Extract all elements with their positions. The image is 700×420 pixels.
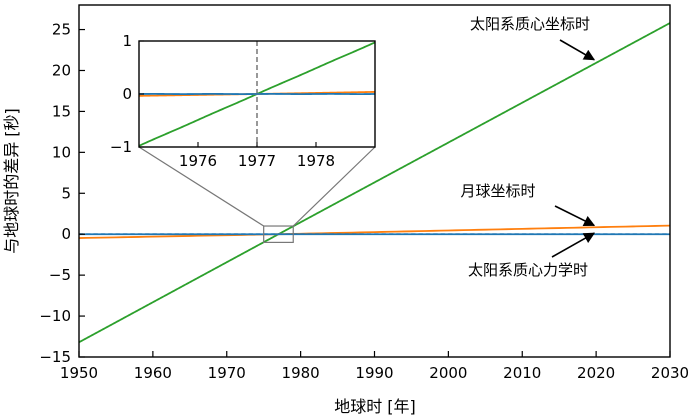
annotation-label-tcb: 太阳系质心坐标时: [470, 15, 590, 33]
y-tick-label: 5: [61, 184, 71, 202]
x-tick-label: 2000: [429, 364, 467, 382]
zoom-connector-right: [292, 146, 376, 227]
inset-x-tick-label: 1976: [179, 152, 217, 170]
y-tick-label: 0: [61, 225, 71, 243]
x-tick-label: 1990: [355, 364, 393, 382]
inset-series-group: [139, 41, 375, 147]
zoom-box-group: [138, 146, 376, 243]
inset-x-tick-label: 1977: [238, 152, 276, 170]
inset-y-tick-label: 1: [122, 32, 132, 50]
annotation-arrow-tdb: [551, 232, 596, 258]
zoom-connector-left: [138, 146, 265, 227]
annotation-label-tdb: 太阳系质心力学时: [468, 261, 588, 279]
x-tick-label: 1970: [208, 364, 246, 382]
x-tick-label: 1980: [282, 364, 320, 382]
series-line-tcb: [79, 22, 670, 344]
main-series-group: [79, 22, 670, 344]
inset-chart: [138, 40, 376, 148]
x-tick-label: 2030: [651, 364, 689, 382]
y-tick-label: −5: [49, 266, 71, 284]
y-axis-title: 与地球时的差异 [秒]: [2, 108, 21, 254]
inset-x-tick-label: 1978: [297, 152, 335, 170]
y-tick-label: 15: [52, 102, 71, 120]
x-tick-label: 2020: [577, 364, 615, 382]
annotation-arrow-tcb: [559, 39, 596, 61]
x-axis-title: 地球时 [年]: [334, 397, 416, 416]
x-tick-label: 1960: [134, 364, 172, 382]
series-line-tcg: [79, 224, 670, 239]
x-tick-label: 2010: [503, 364, 541, 382]
annotation-label-tcg: 月球坐标时: [460, 182, 535, 200]
inset-y-tick-label: −1: [110, 138, 132, 156]
y-tick-label: −10: [39, 307, 71, 325]
axis-ticks: 1950 1960 1970 1980 1990 2000 2010 2020 2030−15−…: [39, 21, 689, 382]
y-tick-label: 10: [52, 143, 71, 161]
zoom-box: [263, 225, 294, 243]
x-tick-label: 1950: [60, 364, 98, 382]
y-tick-label: 20: [52, 61, 71, 79]
inset-y-tick-label: 0: [122, 85, 132, 103]
annotation-arrow-tcg: [554, 205, 596, 227]
y-tick-label: 25: [52, 21, 71, 39]
y-tick-label: −15: [39, 348, 71, 366]
